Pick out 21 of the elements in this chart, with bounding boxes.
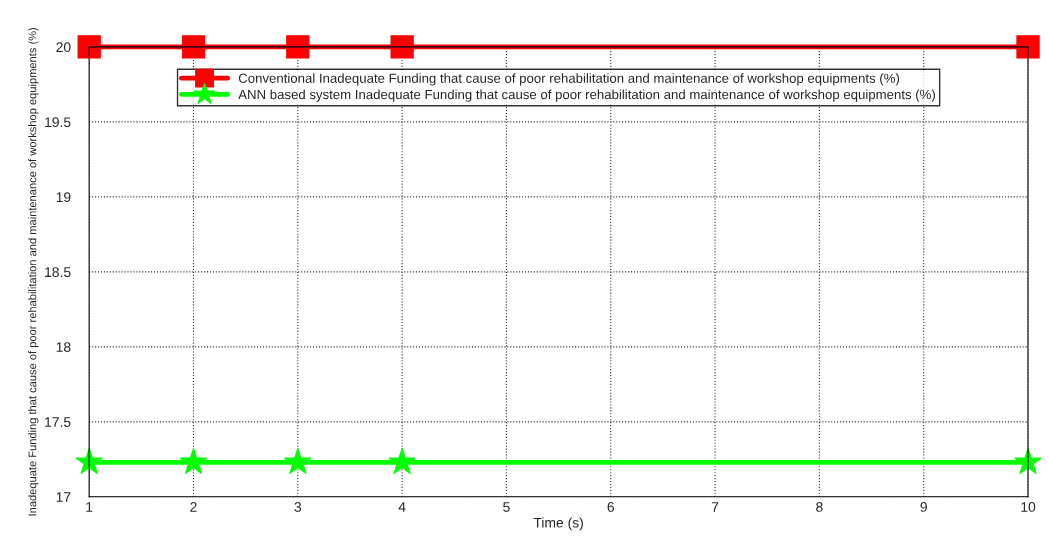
y-tick-label: 17 bbox=[56, 492, 71, 502]
y-axis-title: Inadequate Funding that cause of poor rehabilitation and maintenance of workshop equipments (%) bbox=[28, 27, 39, 516]
y-tick-label: 20 bbox=[56, 42, 71, 53]
x-tick-label: 5 bbox=[503, 502, 510, 512]
y-tick-label: 19 bbox=[56, 192, 71, 203]
legend-label: ANN based system Inadequate Funding that cause of poor rehabilitation and maintenance of workshop equipments (%) bbox=[238, 89, 935, 102]
y-tick-label: 18.5 bbox=[45, 267, 71, 278]
x-tick-label: 2 bbox=[190, 502, 197, 512]
y-tick-label: 17.5 bbox=[45, 417, 71, 427]
x-tick-label: 4 bbox=[398, 502, 406, 512]
x-tick-label: 10 bbox=[1021, 502, 1036, 512]
x-axis-title: Time (s) bbox=[533, 517, 583, 531]
x-tick-label: 6 bbox=[607, 502, 614, 512]
x-tick-label: 3 bbox=[294, 502, 302, 512]
x-tick-label: 1 bbox=[86, 502, 93, 512]
x-tick-label: 8 bbox=[816, 502, 823, 512]
y-tick-label: 19.5 bbox=[45, 117, 71, 128]
x-tick-label: 9 bbox=[920, 502, 927, 512]
legend-label: Conventional Inadequate Funding that cause of poor rehabilitation and maintenance of workshop equipments (%) bbox=[238, 73, 900, 86]
x-tick-label: 7 bbox=[711, 502, 719, 512]
y-tick-label: 18 bbox=[56, 342, 71, 353]
